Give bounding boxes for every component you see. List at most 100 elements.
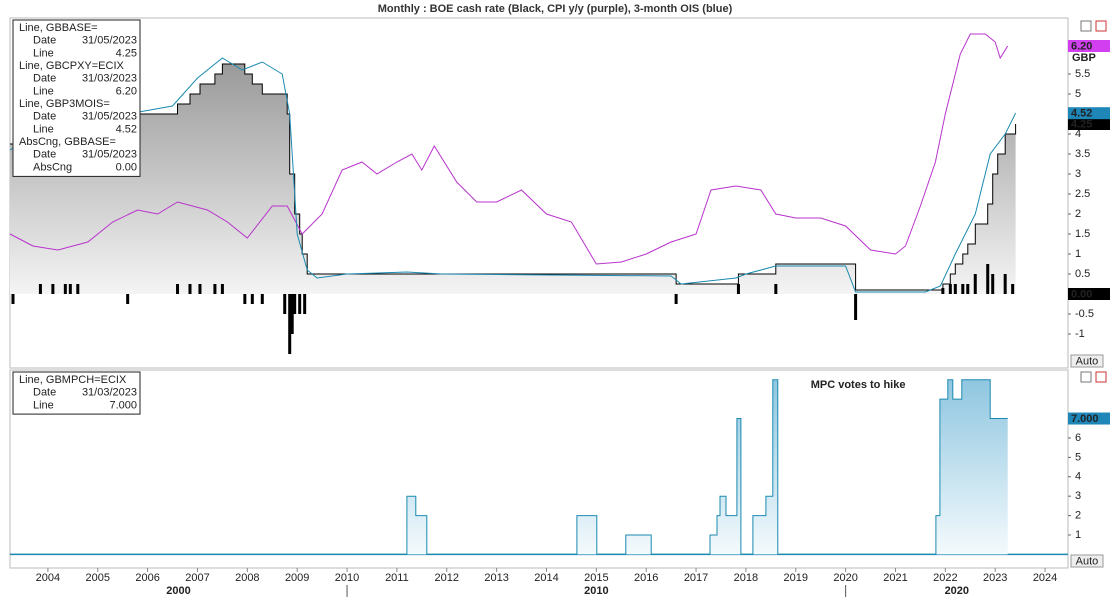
auto-label[interactable]: Auto	[1076, 555, 1099, 567]
x-tick-label: 2019	[784, 572, 808, 584]
bar	[854, 294, 858, 320]
bar	[1011, 284, 1015, 294]
decade-label: 2020	[945, 585, 969, 597]
last-value-label: 0.00	[1071, 288, 1092, 300]
bar	[973, 274, 977, 294]
auto-label[interactable]: Auto	[1076, 355, 1099, 367]
x-tick-label: 2017	[684, 572, 708, 584]
area	[10, 379, 1008, 555]
minimize-icon[interactable]	[1080, 371, 1092, 383]
bar	[1003, 274, 1007, 294]
last-value-box	[1068, 40, 1110, 52]
legend-value: 4.52	[116, 123, 137, 135]
bar	[288, 294, 292, 354]
legend-date: 31/05/2023	[82, 149, 137, 161]
x-tick-label: 2005	[86, 572, 110, 584]
decade-label: 2010	[584, 585, 608, 597]
window-icons[interactable]	[1080, 20, 1107, 383]
bar	[260, 294, 264, 304]
bar	[966, 284, 970, 294]
x-tick-label: 2012	[435, 572, 459, 584]
chart-title: Monthly : BOE cash rate (Black, CPI y/y …	[378, 3, 733, 15]
series-line	[10, 63, 1017, 291]
area	[10, 64, 1016, 294]
legend-date-label: Date	[33, 387, 56, 399]
y-tick-label: -0.5	[1075, 308, 1094, 320]
legend-name: Line, GBBASE=	[19, 22, 98, 34]
close-icon[interactable]	[1095, 20, 1107, 32]
y-tick-label: 3	[1075, 490, 1081, 502]
bar	[243, 294, 247, 304]
bar	[941, 288, 945, 294]
bar	[250, 294, 254, 304]
legend-date: 31/05/2023	[82, 111, 137, 123]
x-tick-label: 2009	[285, 572, 309, 584]
x-tick-label: 2010	[335, 572, 359, 584]
auto-button[interactable]	[1070, 554, 1104, 568]
bar	[736, 284, 740, 294]
bar	[953, 284, 957, 294]
y-tick-label: 3	[1075, 168, 1081, 180]
legend-box	[12, 19, 141, 177]
decade-label: 2000	[166, 585, 190, 597]
bottom-panel	[9, 369, 1069, 569]
y-tick-label: 5	[1075, 88, 1081, 100]
legend-value-label: Line	[33, 399, 54, 411]
bar	[303, 294, 307, 314]
close-icon[interactable]	[1095, 371, 1107, 383]
bar	[188, 284, 192, 294]
bar	[986, 264, 990, 294]
legend-name: Line, GBP3MOIS=	[19, 98, 110, 110]
legend-value: 6.20	[116, 85, 137, 97]
minimize-icon[interactable]	[1080, 20, 1092, 32]
x-tick-label: 2004	[36, 572, 60, 584]
bar	[213, 284, 217, 294]
bar	[674, 294, 678, 304]
legend-value-label: AbsCng	[33, 161, 72, 173]
bar	[774, 284, 778, 294]
series-line	[9, 33, 1009, 265]
last-value-box	[1068, 107, 1110, 120]
y-tick-label: 4	[1075, 471, 1081, 483]
y-tick-label: 3.5	[1075, 148, 1090, 160]
y-tick-label: 5.5	[1075, 68, 1090, 80]
legend-name: Line, GBMPCH=ECIX	[19, 374, 127, 386]
legend-date: 31/05/2023	[82, 35, 137, 47]
last-value-box	[1068, 288, 1110, 300]
x-tick-label: 2024	[1033, 572, 1057, 584]
x-tick-label: 2006	[135, 572, 159, 584]
legend-value-label: Line	[33, 123, 54, 135]
legend-date-label: Date	[33, 35, 56, 47]
y-tick-label: 1	[1075, 529, 1081, 541]
legend-value: 4.25	[116, 47, 137, 59]
x-tick-label: 2011	[385, 572, 409, 584]
x-tick-label: 2021	[883, 572, 907, 584]
auto-button[interactable]	[1070, 354, 1104, 368]
bar	[290, 294, 294, 334]
y-tick-label: 2.5	[1075, 188, 1090, 200]
bar	[298, 294, 302, 314]
last-value-label: 4.25	[1071, 118, 1092, 130]
legend-box	[12, 371, 141, 415]
y-tick-label: -1	[1075, 328, 1085, 340]
bar	[991, 274, 995, 294]
bar	[11, 294, 15, 304]
bar	[63, 284, 67, 294]
x-tick-label: 2013	[484, 572, 508, 584]
legend-date: 31/03/2023	[82, 387, 137, 399]
bar	[126, 294, 130, 304]
x-tick-label: 2015	[584, 572, 608, 584]
last-value-label: 6.20	[1071, 40, 1092, 52]
bar	[76, 284, 80, 294]
annotation: MPC votes to hike	[811, 379, 906, 391]
last-value-label: 7.000	[1071, 413, 1099, 425]
bar	[948, 284, 952, 294]
legend-date-label: Date	[33, 111, 56, 123]
y-tick-label: 0.5	[1075, 268, 1090, 280]
last-value-label: 4.52	[1071, 108, 1092, 120]
y-tick-label: 2	[1075, 509, 1081, 521]
y-tick-label: 6	[1075, 432, 1081, 444]
bar	[38, 284, 42, 294]
